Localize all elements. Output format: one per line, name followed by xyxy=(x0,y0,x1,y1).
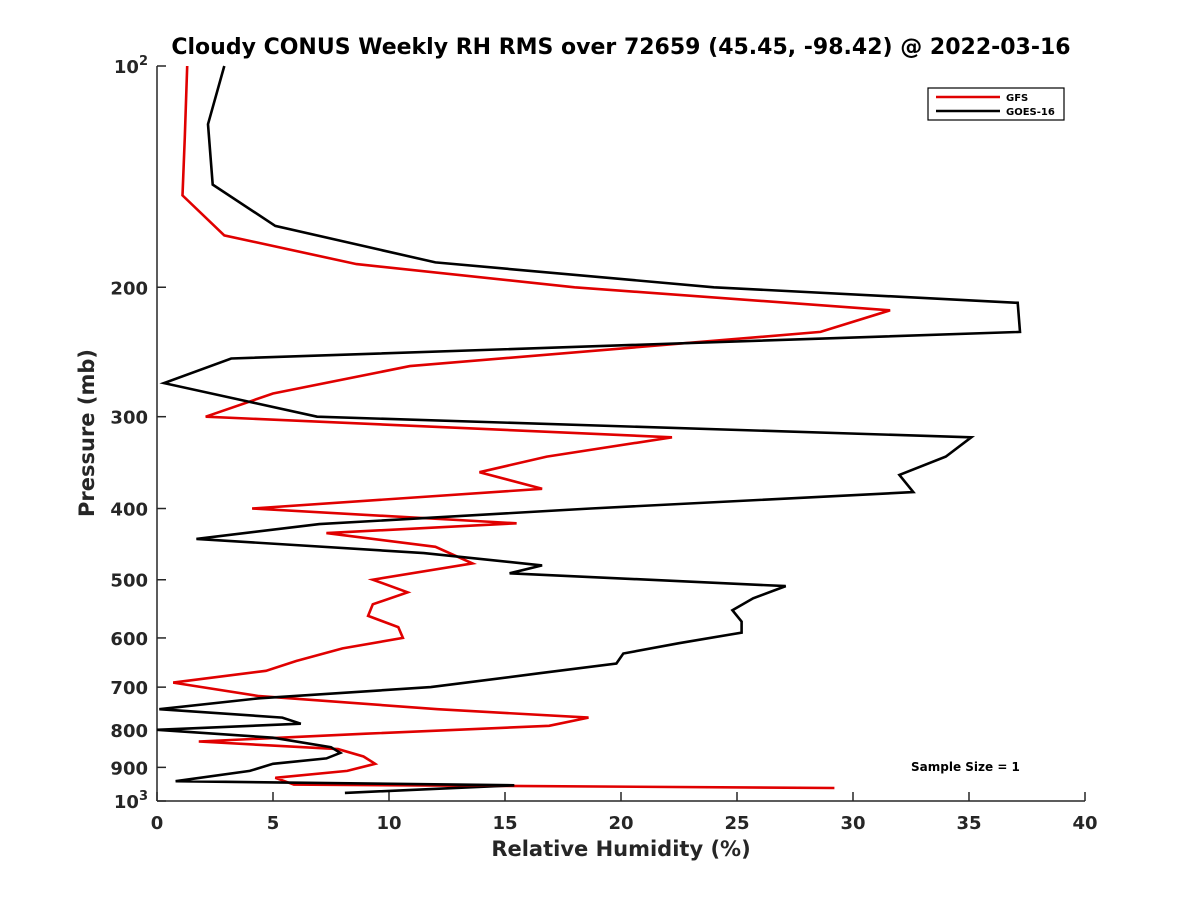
y-tick-label: 900 xyxy=(110,758,148,779)
legend-label-gfs: GFS xyxy=(1006,93,1028,104)
x-tick-label: 35 xyxy=(956,813,981,834)
y-tick-label: 500 xyxy=(110,571,148,592)
x-tick-label: 5 xyxy=(267,813,280,834)
y-tick-label: 102 xyxy=(114,54,148,78)
axes: 0 5 10 15 20 25 30 35 40 102 200 300 400 500 600 700 800… xyxy=(110,54,1097,834)
chart-title: Cloudy CONUS Weekly RH RMS over 72659 (4… xyxy=(171,35,1070,60)
y-tick-label: 400 xyxy=(110,500,148,521)
y-tick-label: 700 xyxy=(110,678,148,699)
x-tick-label: 10 xyxy=(376,813,401,834)
y-tick-label: 200 xyxy=(110,278,148,299)
x-tick-label: 0 xyxy=(151,813,164,834)
x-tick-label: 30 xyxy=(840,813,865,834)
x-tick-label: 15 xyxy=(492,813,517,834)
y-tick-label: 103 xyxy=(114,789,148,813)
legend-label-goes16: GOES-16 xyxy=(1006,107,1055,118)
legend: GFS GOES-16 xyxy=(927,87,1065,121)
y-tick-label: 300 xyxy=(110,408,148,429)
series-layer xyxy=(156,65,1022,795)
x-axis-title: Relative Humidity (%) xyxy=(491,837,750,861)
y-axis-title: Pressure (mb) xyxy=(75,349,99,517)
x-tick-label: 40 xyxy=(1072,813,1097,834)
series-line-gfs xyxy=(172,65,891,790)
x-tick-label: 20 xyxy=(608,813,633,834)
x-tick-label: 25 xyxy=(724,813,749,834)
y-tick-label: 600 xyxy=(110,629,148,650)
series-line-goes-16 xyxy=(156,65,1022,795)
legend-box xyxy=(927,87,1065,121)
y-tick-label: 800 xyxy=(110,721,148,742)
sample-size-annotation: Sample Size = 1 xyxy=(911,760,1020,774)
